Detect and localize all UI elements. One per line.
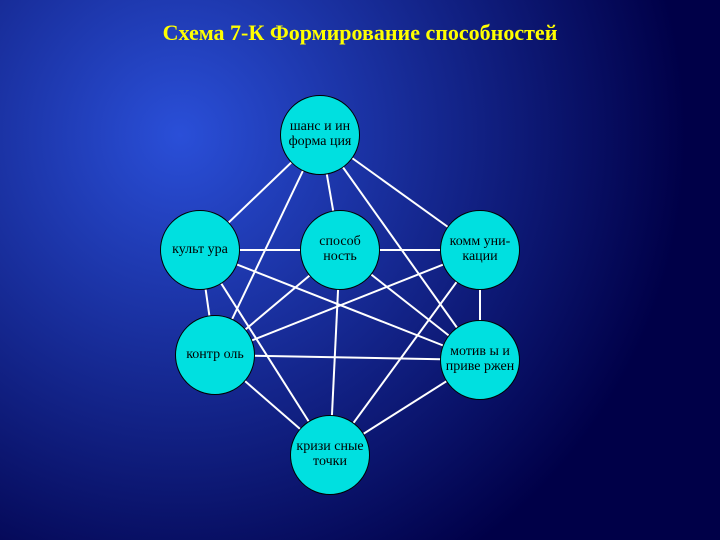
node-sposob: способ ность — [300, 210, 380, 290]
node-kriz: кризи сные точки — [290, 415, 370, 495]
node-shans: шанс и ин форма ция — [280, 95, 360, 175]
node-kontrol: контр оль — [175, 315, 255, 395]
slide-canvas: Схема 7-К Формирование способностей шанс… — [0, 0, 720, 540]
node-kult: культ ура — [160, 210, 240, 290]
node-komm: комм уни-кации — [440, 210, 520, 290]
node-motiv: мотив ы и приве ржен — [440, 320, 520, 400]
